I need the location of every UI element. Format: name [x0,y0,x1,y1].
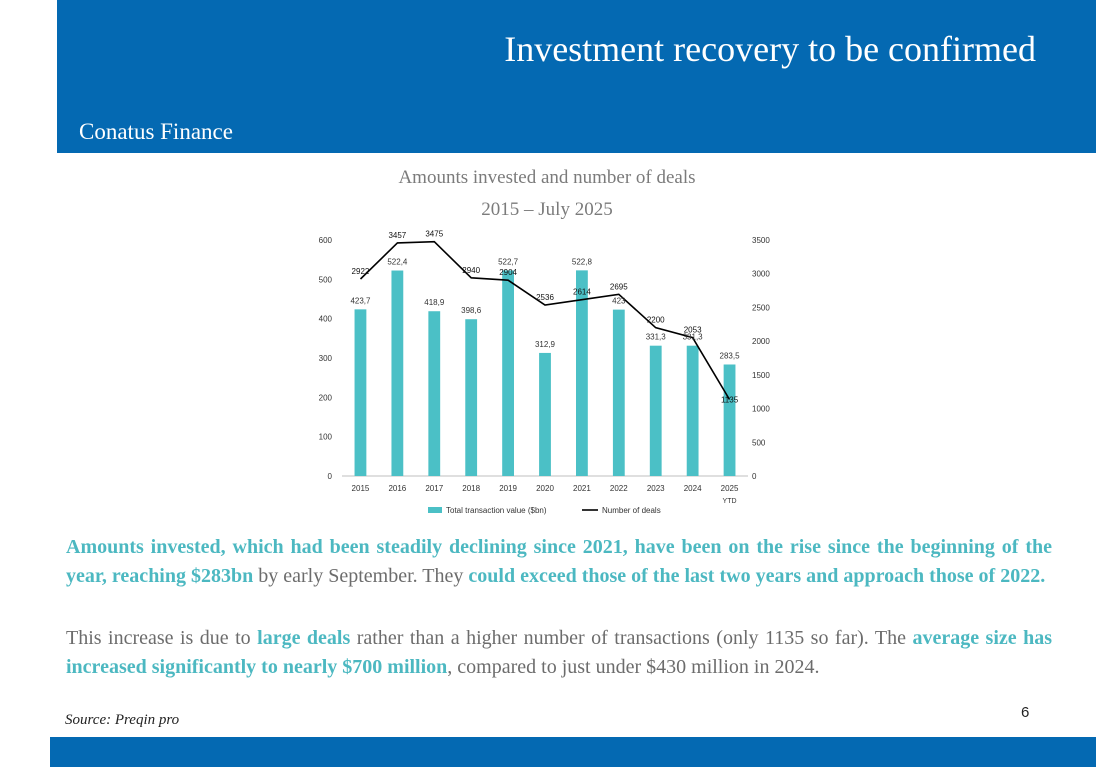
bar-data-label: 423 [612,297,626,306]
x-tick-label: 2022 [610,484,628,493]
paragraph-1: Amounts invested, which had been steadil… [66,533,1052,591]
x-tick-label: 2019 [499,484,517,493]
line-data-label: 3457 [388,231,406,240]
bar-value [539,352,551,476]
body-text: This increase is due to [66,627,258,649]
y-left-tick-label: 200 [319,393,333,402]
y-right-tick-label: 3000 [752,270,770,279]
x-tick-label: 2023 [647,484,665,493]
y-right-tick-label: 2000 [752,337,770,346]
bar-value [465,319,478,476]
bar-value [428,311,441,476]
source-note: Source: Preqin pro [65,712,180,728]
line-data-label: 2940 [462,266,480,275]
y-left-tick-label: 600 [319,236,333,245]
body-text: rather than a higher number of transacti… [350,627,913,649]
bar-value [686,345,699,476]
x-tick-label: 2016 [388,484,406,493]
line-data-label: 2922 [352,267,370,276]
paragraph-2: This increase is due to large deals rath… [66,624,1052,682]
bar-data-label: 522,4 [387,258,408,267]
line-data-label: 2053 [684,326,702,335]
highlight-text: average size has increased significantly… [66,627,1053,678]
bar-data-label: 398,6 [461,306,482,315]
bar-value [612,309,625,476]
y-right-tick-label: 1500 [752,371,770,380]
x-tick-label: 2018 [462,484,480,493]
bar-value [576,270,588,476]
x-tick-label: 2020 [536,484,554,493]
x-tick-label: 2021 [573,484,591,493]
line-data-label: 3475 [425,230,443,239]
x-tick-label: 2024 [684,484,702,493]
bar-data-label: 331,3 [683,333,704,342]
company-name: Conatus Finance [79,119,233,144]
bar-data-label: 522,8 [572,257,593,266]
page-number: 6 [1021,704,1030,721]
bar-value [649,345,662,476]
body-text: , compared to just under $430 million in… [447,656,820,678]
legend-bar-label: Total transaction value ($bn) [446,506,547,515]
legend-line-label: Number of deals [602,506,661,515]
y-left-tick-label: 0 [328,472,333,481]
x-tick-label: 2017 [425,484,443,493]
chart-title: Amounts invested and number of deals [398,167,696,188]
line-data-label: 2904 [499,268,517,277]
bar-data-label: 522,7 [498,257,519,266]
highlight-text: could exceed those of the last two years… [468,565,1046,587]
line-data-label: 2536 [536,293,554,302]
y-left-tick-label: 500 [319,275,333,284]
y-left-tick-label: 400 [319,315,333,324]
y-right-tick-label: 1000 [752,405,770,414]
bar-data-label: 283,5 [720,351,741,360]
header-banner: Investment recovery to be confirmed Cona… [57,0,1096,153]
body-text: by early September. They [253,565,469,587]
legend-bar-swatch [428,507,442,513]
y-right-tick-label: 3500 [752,236,770,245]
deals-line [359,240,731,400]
bar-value [502,270,514,476]
chart-subtitle: 2015 – July 2025 [481,199,613,220]
y-right-tick-label: 2500 [752,303,770,312]
line-data-label: 2614 [573,288,591,297]
highlight-text: large deals [257,627,351,649]
footer-bar [50,737,1096,767]
y-left-tick-label: 300 [319,354,333,363]
bar-data-label: 418,9 [424,298,445,307]
combo-chart: 0 100 200 300 400 500 600 0 500 1000 1500 2000 2500 3… [319,230,771,515]
line-data-label: 2695 [610,282,628,291]
bar-value [354,309,367,476]
bar-data-label: 423,7 [350,296,371,305]
y-right-tick-label: 500 [752,438,766,447]
y-left-tick-label: 100 [319,433,333,442]
slide-title: Investment recovery to be confirmed [504,29,1036,69]
x-tick-label: 2015 [352,484,370,493]
x-tick-label: 2025 [721,484,739,493]
line-data-label: 2200 [647,316,665,325]
y-right-tick-label: 0 [752,472,757,481]
highlight-text: Amounts invested, which had been steadil… [66,536,1052,587]
x-tick-sublabel: YTD [723,498,737,505]
bar-value [723,364,736,476]
bar-data-label: 312,9 [535,340,556,349]
bar-data-label: 331,3 [646,333,667,342]
line-data-label: 1135 [721,395,739,404]
bar-value [391,270,404,476]
